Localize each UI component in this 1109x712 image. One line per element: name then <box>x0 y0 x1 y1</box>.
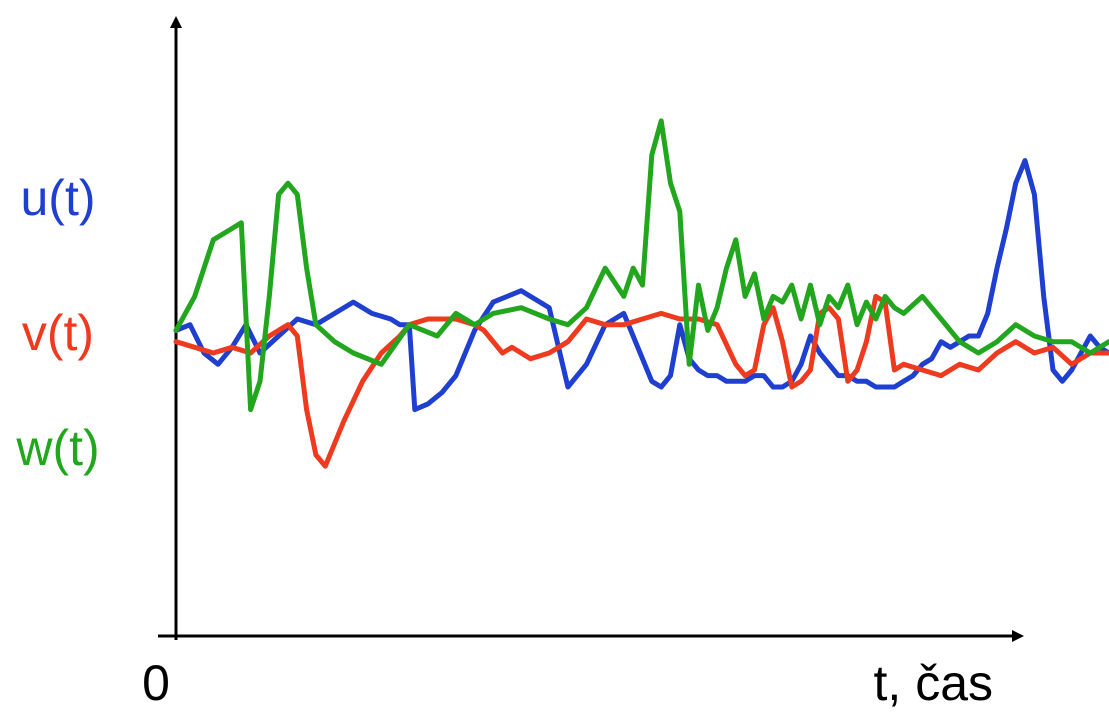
x-axis-label: t, čas <box>874 655 993 711</box>
series-line-1 <box>173 158 1109 413</box>
series-layer <box>173 118 1109 469</box>
series-line-3 <box>173 118 1109 413</box>
legend-label-3: w(t) <box>15 420 99 476</box>
legend-label-1: u(t) <box>21 170 96 226</box>
legend-label-2: v(t) <box>22 305 94 361</box>
legend: u(t) v(t) w(t) <box>15 170 99 476</box>
x-origin-label: 0 <box>142 655 170 711</box>
series-line-2 <box>173 293 1109 469</box>
